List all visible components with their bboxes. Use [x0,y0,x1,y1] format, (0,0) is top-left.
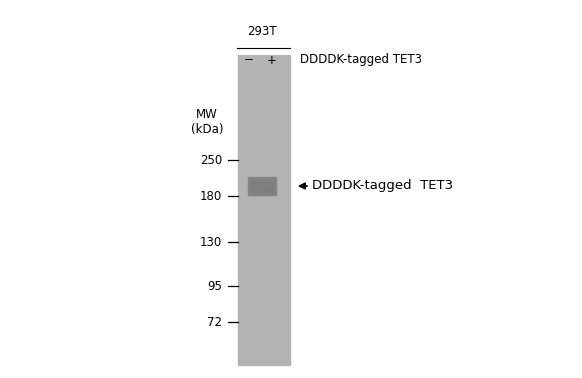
Text: 130: 130 [200,235,222,248]
Bar [238,55,290,365]
Text: DDDDK-tagged  TET3: DDDDK-tagged TET3 [312,180,453,192]
Bar [248,177,276,195]
Text: 180: 180 [200,189,222,203]
Text: 250: 250 [200,153,222,166]
Text: 95: 95 [207,279,222,293]
Bar [250,178,275,194]
Text: MW
(kDa): MW (kDa) [191,108,223,136]
Bar [251,180,273,192]
Text: 72: 72 [207,316,222,328]
Text: DDDDK-tagged TET3: DDDDK-tagged TET3 [300,54,422,67]
Text: +: + [267,54,277,67]
Bar [253,181,271,191]
Bar [248,177,276,195]
Text: −: − [244,54,254,67]
Text: 293T: 293T [247,25,277,38]
